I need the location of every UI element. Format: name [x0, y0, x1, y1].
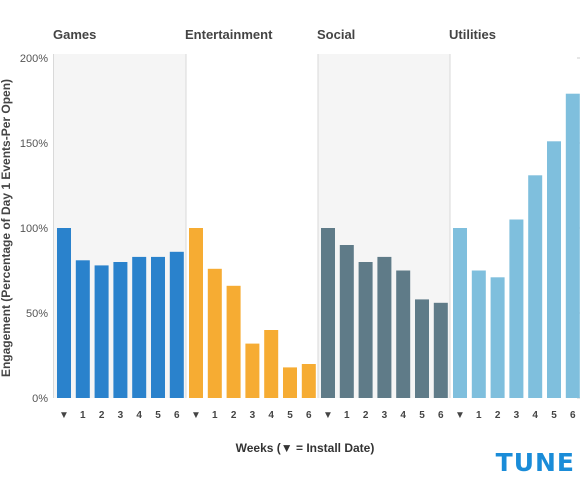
x-tick-label: 6	[570, 410, 576, 421]
x-tick-label: 1	[212, 410, 218, 421]
x-tick-label: 4	[268, 410, 274, 421]
x-axis-label: Weeks (▼ = Install Date)	[236, 441, 375, 455]
x-tick-label: 4	[532, 410, 538, 421]
bar	[169, 251, 184, 398]
bar	[75, 260, 90, 398]
y-tick-label: 0%	[32, 393, 48, 405]
bar	[94, 265, 109, 398]
y-tick-label: 150%	[20, 138, 48, 150]
x-tick-label: 1	[80, 410, 86, 421]
x-tick-label: ▼	[59, 410, 69, 421]
bar	[57, 228, 71, 398]
x-tick-label: 3	[118, 410, 124, 421]
panel-backgrounds	[54, 54, 451, 398]
x-tick-label: 5	[419, 410, 425, 421]
x-tick-label: 3	[250, 410, 256, 421]
x-tick-label: 1	[476, 410, 482, 421]
bar	[471, 270, 486, 398]
category-title: Social	[317, 27, 355, 42]
bar	[226, 285, 241, 398]
y-tick-label: 100%	[20, 223, 48, 235]
category-title: Games	[53, 27, 96, 42]
bar	[528, 175, 543, 398]
bar	[132, 256, 147, 398]
x-tick-label: 2	[363, 410, 369, 421]
x-tick-label: 2	[495, 410, 501, 421]
bar	[509, 219, 524, 398]
x-tick-label: ▼	[323, 410, 333, 421]
category-title: Entertainment	[185, 27, 273, 42]
bar	[490, 277, 505, 398]
bar	[547, 141, 561, 399]
x-tick-label: 6	[174, 410, 180, 421]
bar	[415, 299, 429, 398]
x-tick-label: 4	[136, 410, 142, 421]
bar	[396, 270, 411, 398]
bar	[301, 364, 316, 398]
bar	[245, 343, 260, 398]
x-tick-label: 2	[231, 410, 237, 421]
x-tick-label: 1	[344, 410, 350, 421]
y-tick-label: 50%	[26, 308, 48, 320]
bar	[377, 256, 392, 398]
x-tick-label: 2	[99, 410, 105, 421]
bar	[207, 268, 222, 398]
bar	[433, 302, 448, 398]
x-ticks: ▼ 1 2 3 4 5 6 ▼ 1 2 3 4 5 6 ▼ 1 2 3 4 5 6 ▼ 1 2 3 4 5 6	[59, 410, 576, 421]
x-tick-label: ▼	[191, 410, 201, 421]
x-tick-label: 5	[155, 410, 161, 421]
bar	[189, 228, 203, 398]
y-axis-label: Engagement (Percentage of Day 1 Events-P…	[0, 79, 13, 377]
bar	[453, 228, 467, 398]
bar	[565, 93, 580, 398]
bar	[321, 228, 335, 398]
tune-logo: TUNE	[496, 448, 575, 477]
x-tick-label: 6	[438, 410, 444, 421]
x-tick-label: 6	[306, 410, 312, 421]
bar	[151, 256, 165, 398]
bar	[264, 330, 279, 398]
x-tick-label: 5	[551, 410, 557, 421]
x-tick-label: 5	[287, 410, 293, 421]
bar	[113, 262, 128, 398]
x-tick-label: 4	[400, 410, 406, 421]
bar	[358, 262, 373, 398]
category-titles: Games Entertainment Social Utilities	[53, 27, 496, 42]
y-tick-label: 200%	[20, 53, 48, 65]
x-tick-label: 3	[382, 410, 388, 421]
category-title: Utilities	[449, 27, 496, 42]
x-tick-label: 3	[514, 410, 520, 421]
bar	[339, 245, 354, 398]
bar	[283, 367, 297, 398]
x-tick-label: ▼	[455, 410, 465, 421]
y-axis: 0% 50% 100% 150% 200%	[20, 53, 580, 405]
bars	[57, 93, 580, 399]
